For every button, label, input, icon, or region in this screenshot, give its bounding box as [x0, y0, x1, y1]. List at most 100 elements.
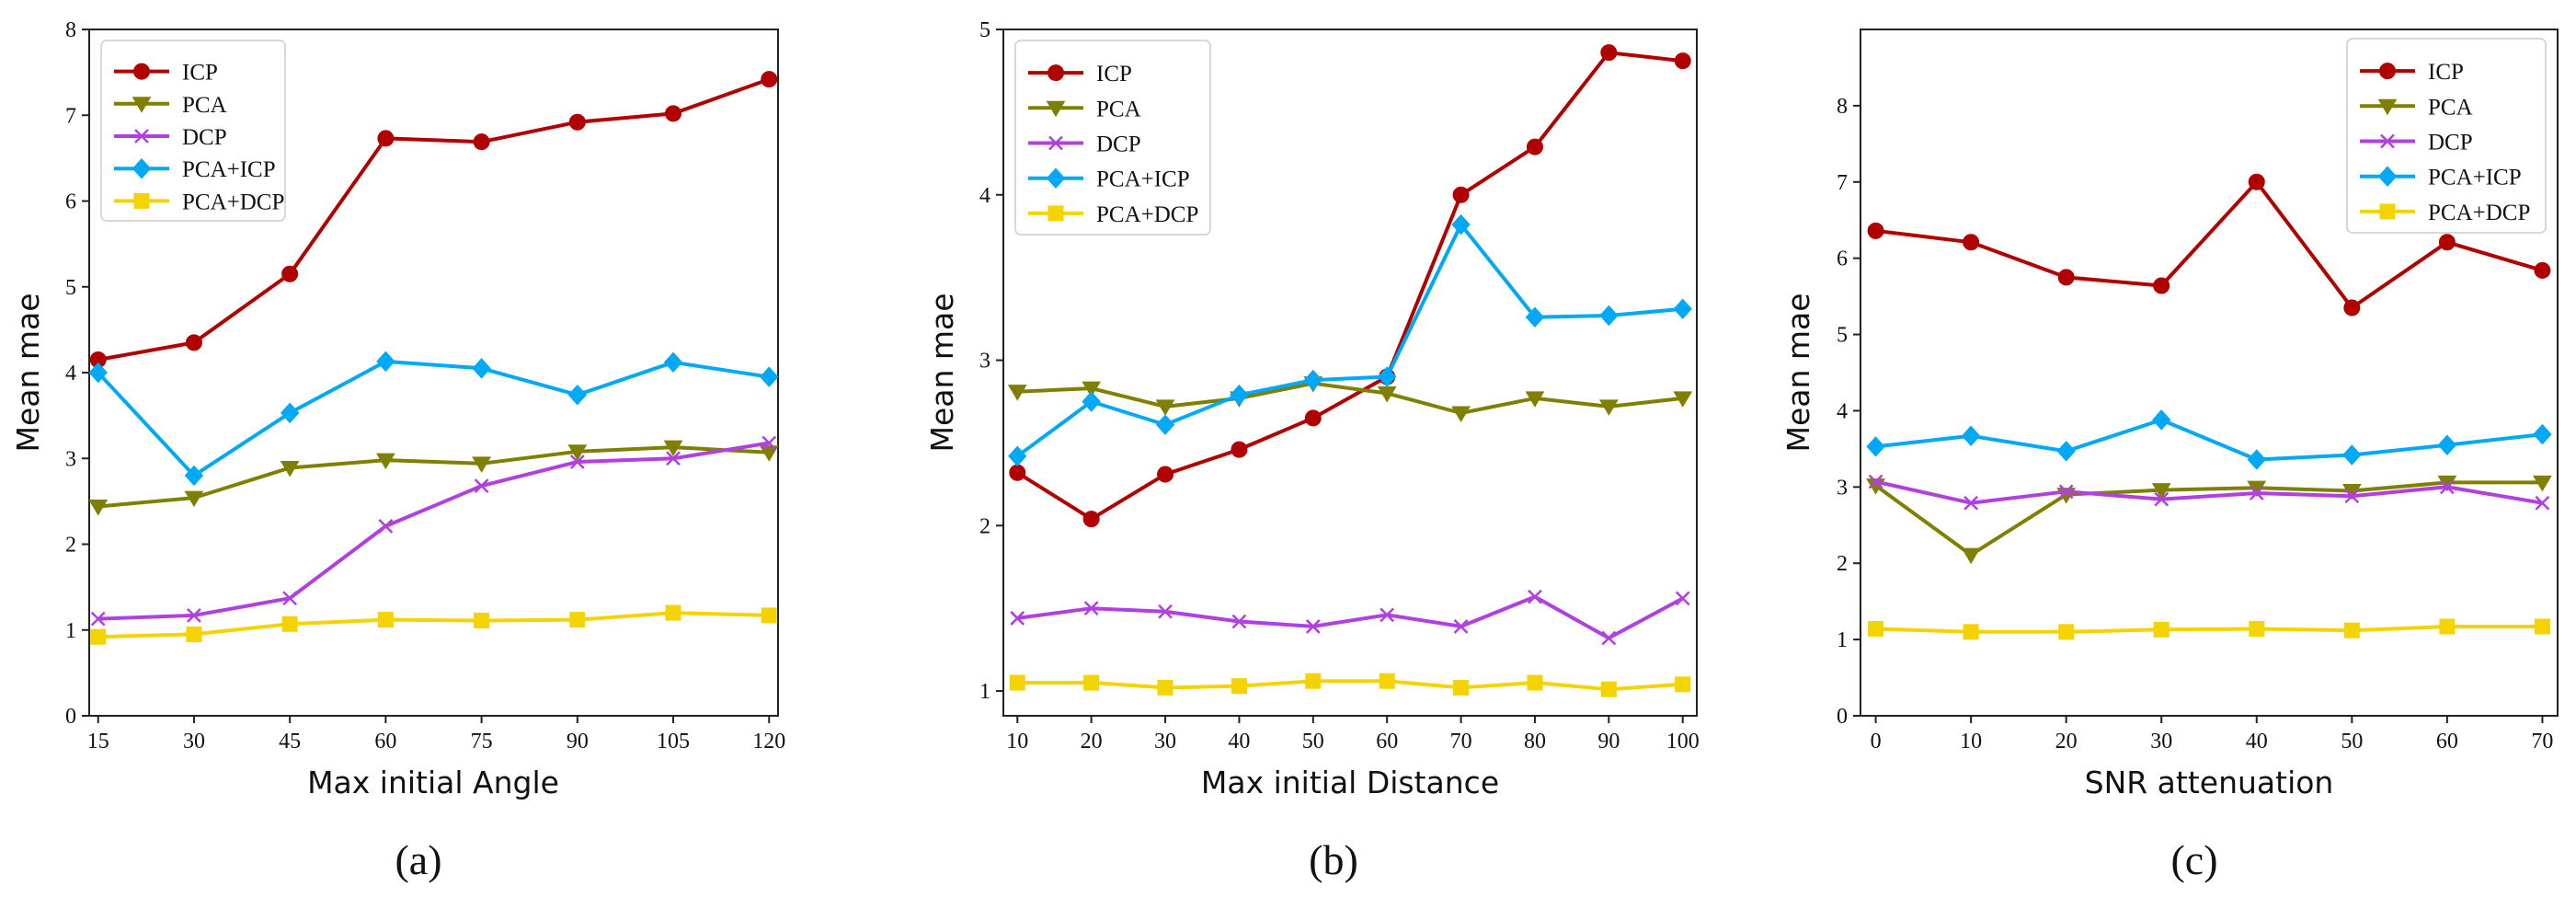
series-line-pca-icp [1875, 418, 2543, 462]
data-point-pca-dcp [1675, 676, 1691, 693]
legend-marker [1048, 205, 1064, 222]
y-tick-label: 0 [65, 705, 76, 729]
data-point-icp [185, 334, 202, 351]
x-axis-label-c: SNR attenuation [2085, 765, 2334, 800]
x-axis-label-b: Max initial Distance [1201, 765, 1499, 800]
y-tick-label: 7 [1837, 171, 1848, 195]
data-point-dcp [2058, 484, 2074, 500]
data-point-pca-icp [1303, 369, 1322, 391]
data-point-pca-icp [280, 402, 300, 424]
legend-marker [1046, 167, 1066, 189]
data-point-pca-dcp [1379, 673, 1395, 689]
data-point-pca-icp [1673, 298, 1692, 320]
data-point-pca-dcp [2153, 621, 2170, 638]
data-point-pca-icp [567, 384, 588, 406]
data-point-pca-dcp [1868, 621, 1884, 638]
legend-marker [2380, 133, 2395, 149]
data-point-dcp [1963, 495, 1979, 511]
data-point-icp [665, 105, 682, 122]
data-point-icp [2248, 173, 2265, 190]
data-point-pca-icp [1008, 445, 1027, 467]
legend-marker [2377, 166, 2398, 187]
data-point-pca-dcp [665, 604, 681, 621]
data-point-dcp [187, 608, 201, 623]
data-point-pca [184, 490, 204, 508]
x-tick-label: 50 [1302, 730, 1324, 754]
data-point-pca [663, 440, 683, 457]
x-tick-label: 15 [87, 730, 109, 754]
data-point-icp [2153, 277, 2170, 294]
x-tick-label: 30 [183, 730, 205, 754]
data-point-dcp [1083, 601, 1099, 616]
series-line-icp [1016, 51, 1683, 522]
data-point-dcp [1380, 607, 1395, 623]
data-point-dcp [1305, 619, 1321, 634]
legend-box [100, 40, 286, 222]
legend-box [1014, 40, 1211, 236]
x-tick-label: 10 [1960, 730, 1982, 754]
data-point-icp [1600, 44, 1618, 62]
legend-marker [1048, 64, 1064, 82]
legend-marker [2379, 203, 2396, 220]
x-tick-label: 75 [471, 730, 493, 754]
x-tick-label: 100 [1666, 730, 1700, 754]
data-point-dcp [2439, 479, 2455, 495]
data-point-dcp [1601, 630, 1617, 646]
y-tick-label: 1 [979, 680, 990, 704]
data-point-pca [1082, 381, 1102, 398]
data-point-pca-dcp [569, 612, 586, 628]
axes-content-c: 0 10 20 30 40 50 60 70 0 1 2 3 4 5 6 7 8 ICP PCA DCP PCA+ICP… [1837, 38, 2553, 754]
data-point-pca-dcp [2343, 622, 2360, 639]
legend-marker [133, 63, 150, 80]
legend-label: ICP [182, 61, 218, 86]
legend-label: DCP [182, 125, 227, 150]
caption-a: (a) [395, 836, 441, 883]
data-point-icp [1157, 466, 1174, 483]
x-tick-label: 30 [1154, 730, 1176, 754]
data-point-dcp [2154, 491, 2170, 507]
data-point-dcp [282, 591, 298, 606]
x-tick-label: 40 [1228, 730, 1250, 754]
x-tick-label: 90 [567, 730, 589, 754]
y-tick-label: 5 [979, 18, 990, 42]
legend-marker [1048, 135, 1063, 151]
legend-marker [134, 129, 149, 144]
data-point-pca [2533, 475, 2552, 492]
y-tick-label: 7 [65, 104, 76, 128]
x-tick-label: 60 [2436, 730, 2458, 754]
data-point-icp [2343, 299, 2361, 316]
y-tick-label: 3 [979, 350, 990, 374]
y-tick-label: 1 [65, 619, 76, 643]
data-point-pca-icp [1525, 306, 1545, 328]
legend-label: PCA [182, 93, 227, 118]
data-point-icp [1867, 222, 1884, 239]
series-line-icp [97, 77, 770, 362]
data-point-pca [1007, 385, 1027, 401]
legend-label: PCA+ICP [182, 157, 276, 182]
x-tick-label: 30 [2150, 730, 2172, 754]
data-point-pca [88, 499, 109, 516]
legend-marker [2379, 63, 2396, 80]
legend-label: PCA+ICP [2428, 166, 2522, 190]
data-point-pca-icp [1866, 436, 1885, 457]
x-tick-label: 20 [2055, 730, 2078, 754]
x-tick-label: 70 [1450, 730, 1472, 754]
x-tick-label: 120 [752, 730, 785, 754]
data-point-dcp [2344, 489, 2360, 504]
data-point-pca-icp [2056, 441, 2076, 462]
data-point-pca-icp [1599, 305, 1619, 327]
data-point-dcp [1675, 591, 1690, 606]
data-point-icp [2438, 234, 2456, 251]
data-point-pca-icp [1451, 213, 1471, 236]
data-point-pca-icp [1155, 414, 1175, 435]
y-tick-label: 2 [1837, 552, 1848, 576]
data-point-pca [1673, 391, 1693, 408]
y-tick-label: 4 [1837, 399, 1848, 423]
data-point-pca-icp [663, 351, 683, 374]
series-line-pca [1017, 381, 1683, 415]
x-tick-label: 105 [657, 730, 690, 754]
data-point-dcp [474, 478, 489, 493]
y-axis-label-c: Mean mae [1780, 293, 1816, 452]
legend-marker [132, 97, 152, 113]
